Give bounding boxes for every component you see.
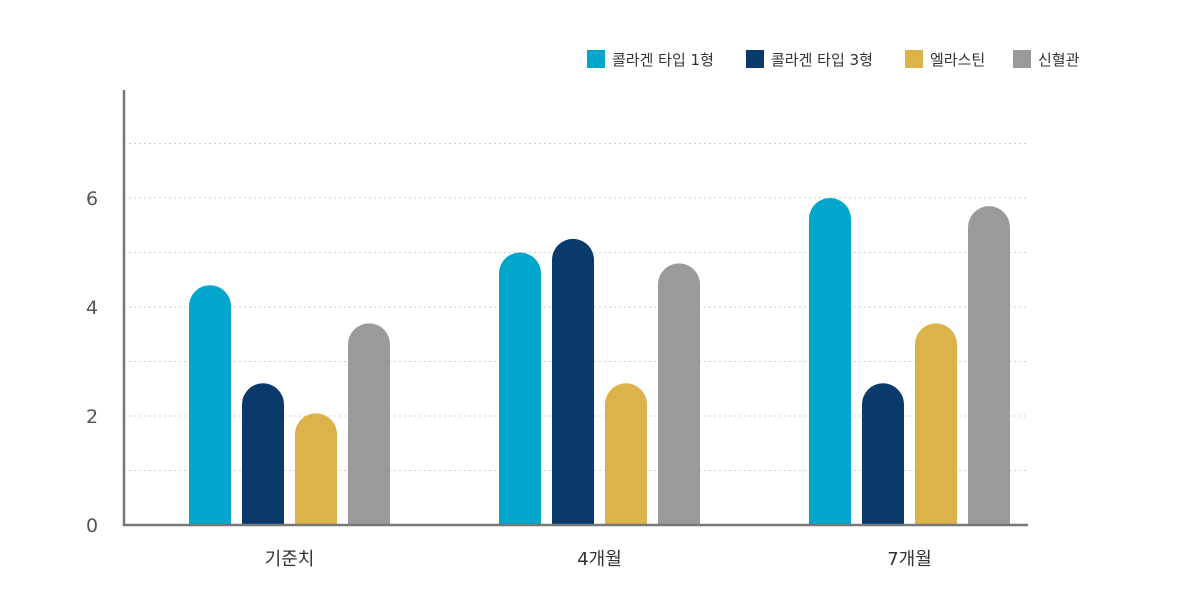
legend-label: 엘라스틴 bbox=[930, 51, 985, 69]
bar bbox=[605, 383, 647, 525]
bar bbox=[658, 263, 700, 525]
bar bbox=[968, 206, 1010, 525]
legend-swatch bbox=[905, 50, 923, 68]
y-tick-labels: 0 2 4 6 bbox=[86, 188, 98, 537]
bar bbox=[189, 285, 231, 525]
x-category-label: 7개월 bbox=[887, 549, 932, 570]
x-category-label: 4개월 bbox=[577, 549, 622, 570]
y-tick-label: 0 bbox=[86, 515, 98, 537]
bar bbox=[552, 238, 594, 525]
legend-label: 콜라겐 타입 3형 bbox=[771, 51, 873, 69]
bar bbox=[915, 323, 957, 525]
legend-swatch bbox=[746, 50, 764, 68]
y-tick-label: 6 bbox=[86, 188, 98, 210]
axes bbox=[122, 90, 1028, 527]
legend-label: 신혈관 bbox=[1038, 51, 1080, 69]
bar bbox=[348, 323, 390, 525]
legend-swatch bbox=[587, 50, 605, 68]
x-category-labels: 기준치 4개월 7개월 bbox=[265, 549, 932, 570]
bar bbox=[499, 252, 541, 525]
x-category-label: 기준치 bbox=[265, 549, 315, 570]
y-tick-label: 4 bbox=[86, 297, 98, 319]
legend-label: 콜라겐 타입 1형 bbox=[612, 51, 714, 69]
bar bbox=[242, 383, 284, 525]
bar bbox=[862, 383, 904, 525]
legend: 콜라겐 타입 1형 콜라겐 타입 3형 엘라스틴 신혈관 bbox=[587, 50, 1080, 69]
bar bbox=[809, 198, 851, 525]
legend-swatch bbox=[1013, 50, 1031, 68]
y-tick-label: 2 bbox=[86, 406, 98, 428]
bar bbox=[295, 413, 337, 525]
bars bbox=[189, 198, 1010, 525]
